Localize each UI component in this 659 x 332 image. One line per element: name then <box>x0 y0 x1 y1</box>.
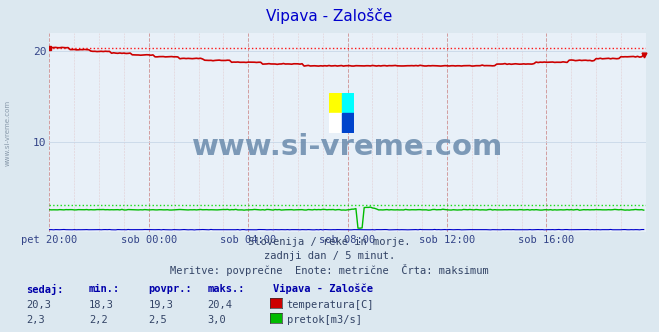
Text: 3,0: 3,0 <box>208 315 226 325</box>
Text: www.si-vreme.com: www.si-vreme.com <box>192 133 503 161</box>
Text: 20,3: 20,3 <box>26 300 51 310</box>
Bar <box>329 93 341 113</box>
Text: temperatura[C]: temperatura[C] <box>287 300 374 310</box>
Text: 2,5: 2,5 <box>148 315 167 325</box>
Text: min.:: min.: <box>89 284 120 294</box>
Text: Meritve: povprečne  Enote: metrične  Črta: maksimum: Meritve: povprečne Enote: metrične Črta:… <box>170 264 489 276</box>
Text: 20,4: 20,4 <box>208 300 233 310</box>
Text: 2,3: 2,3 <box>26 315 45 325</box>
Bar <box>341 93 354 113</box>
Text: pretok[m3/s]: pretok[m3/s] <box>287 315 362 325</box>
Text: Vipava - Zalošče: Vipava - Zalošče <box>273 284 374 294</box>
Text: povpr.:: povpr.: <box>148 284 192 294</box>
Text: www.si-vreme.com: www.si-vreme.com <box>5 100 11 166</box>
Text: Vipava - Zalošče: Vipava - Zalošče <box>266 8 393 24</box>
Text: Slovenija / reke in morje.: Slovenija / reke in morje. <box>248 237 411 247</box>
Bar <box>329 113 341 133</box>
Text: maks.:: maks.: <box>208 284 245 294</box>
Text: sedaj:: sedaj: <box>26 284 64 295</box>
Bar <box>341 113 354 133</box>
Text: 18,3: 18,3 <box>89 300 114 310</box>
Text: 2,2: 2,2 <box>89 315 107 325</box>
Text: 19,3: 19,3 <box>148 300 173 310</box>
Text: zadnji dan / 5 minut.: zadnji dan / 5 minut. <box>264 251 395 261</box>
